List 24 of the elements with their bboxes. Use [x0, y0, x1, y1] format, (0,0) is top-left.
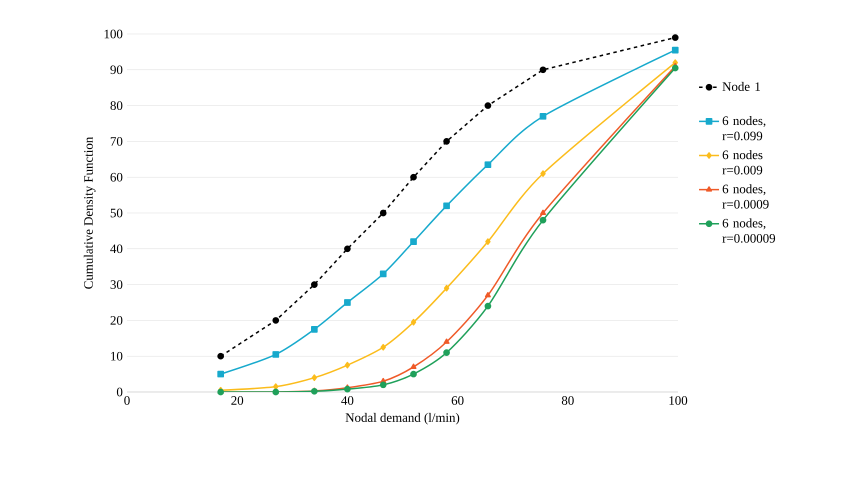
- y-tick-label: 30: [110, 280, 122, 289]
- y-tick-label: 20: [110, 316, 122, 325]
- x-tick-label: 20: [231, 396, 244, 405]
- x-tick-label: 60: [452, 396, 464, 405]
- x-tick-label: 80: [562, 396, 574, 405]
- x-tick-label: 40: [341, 396, 354, 405]
- legend-label: 6 nodes, r=0.0009: [722, 184, 769, 209]
- y-tick-label: 90: [110, 65, 122, 74]
- legend-label: 6 nodes, r=0.099: [722, 116, 766, 140]
- y-tick-label: 0: [116, 388, 122, 396]
- y-tick-label: 10: [111, 352, 122, 361]
- x-axis-title: Nodal demand (l/min): [346, 412, 460, 425]
- y-tick-label: 50: [110, 208, 122, 218]
- y-tick-label: 40: [110, 244, 122, 254]
- y-axis-title: Cumulative Density Function: [84, 136, 96, 289]
- legend-label: Node 1: [722, 82, 760, 91]
- legend-label: 6 nodes r=0.009: [722, 150, 762, 174]
- y-tick-label: 70: [110, 137, 122, 146]
- y-tick-label: 80: [110, 101, 122, 110]
- legend-label: 6 nodes, r=0.00009: [722, 218, 776, 243]
- x-tick-label: 100: [669, 396, 688, 405]
- x-tick-label: 0: [124, 396, 130, 405]
- y-tick-label: 100: [104, 30, 122, 38]
- y-tick-label: 60: [110, 172, 122, 182]
